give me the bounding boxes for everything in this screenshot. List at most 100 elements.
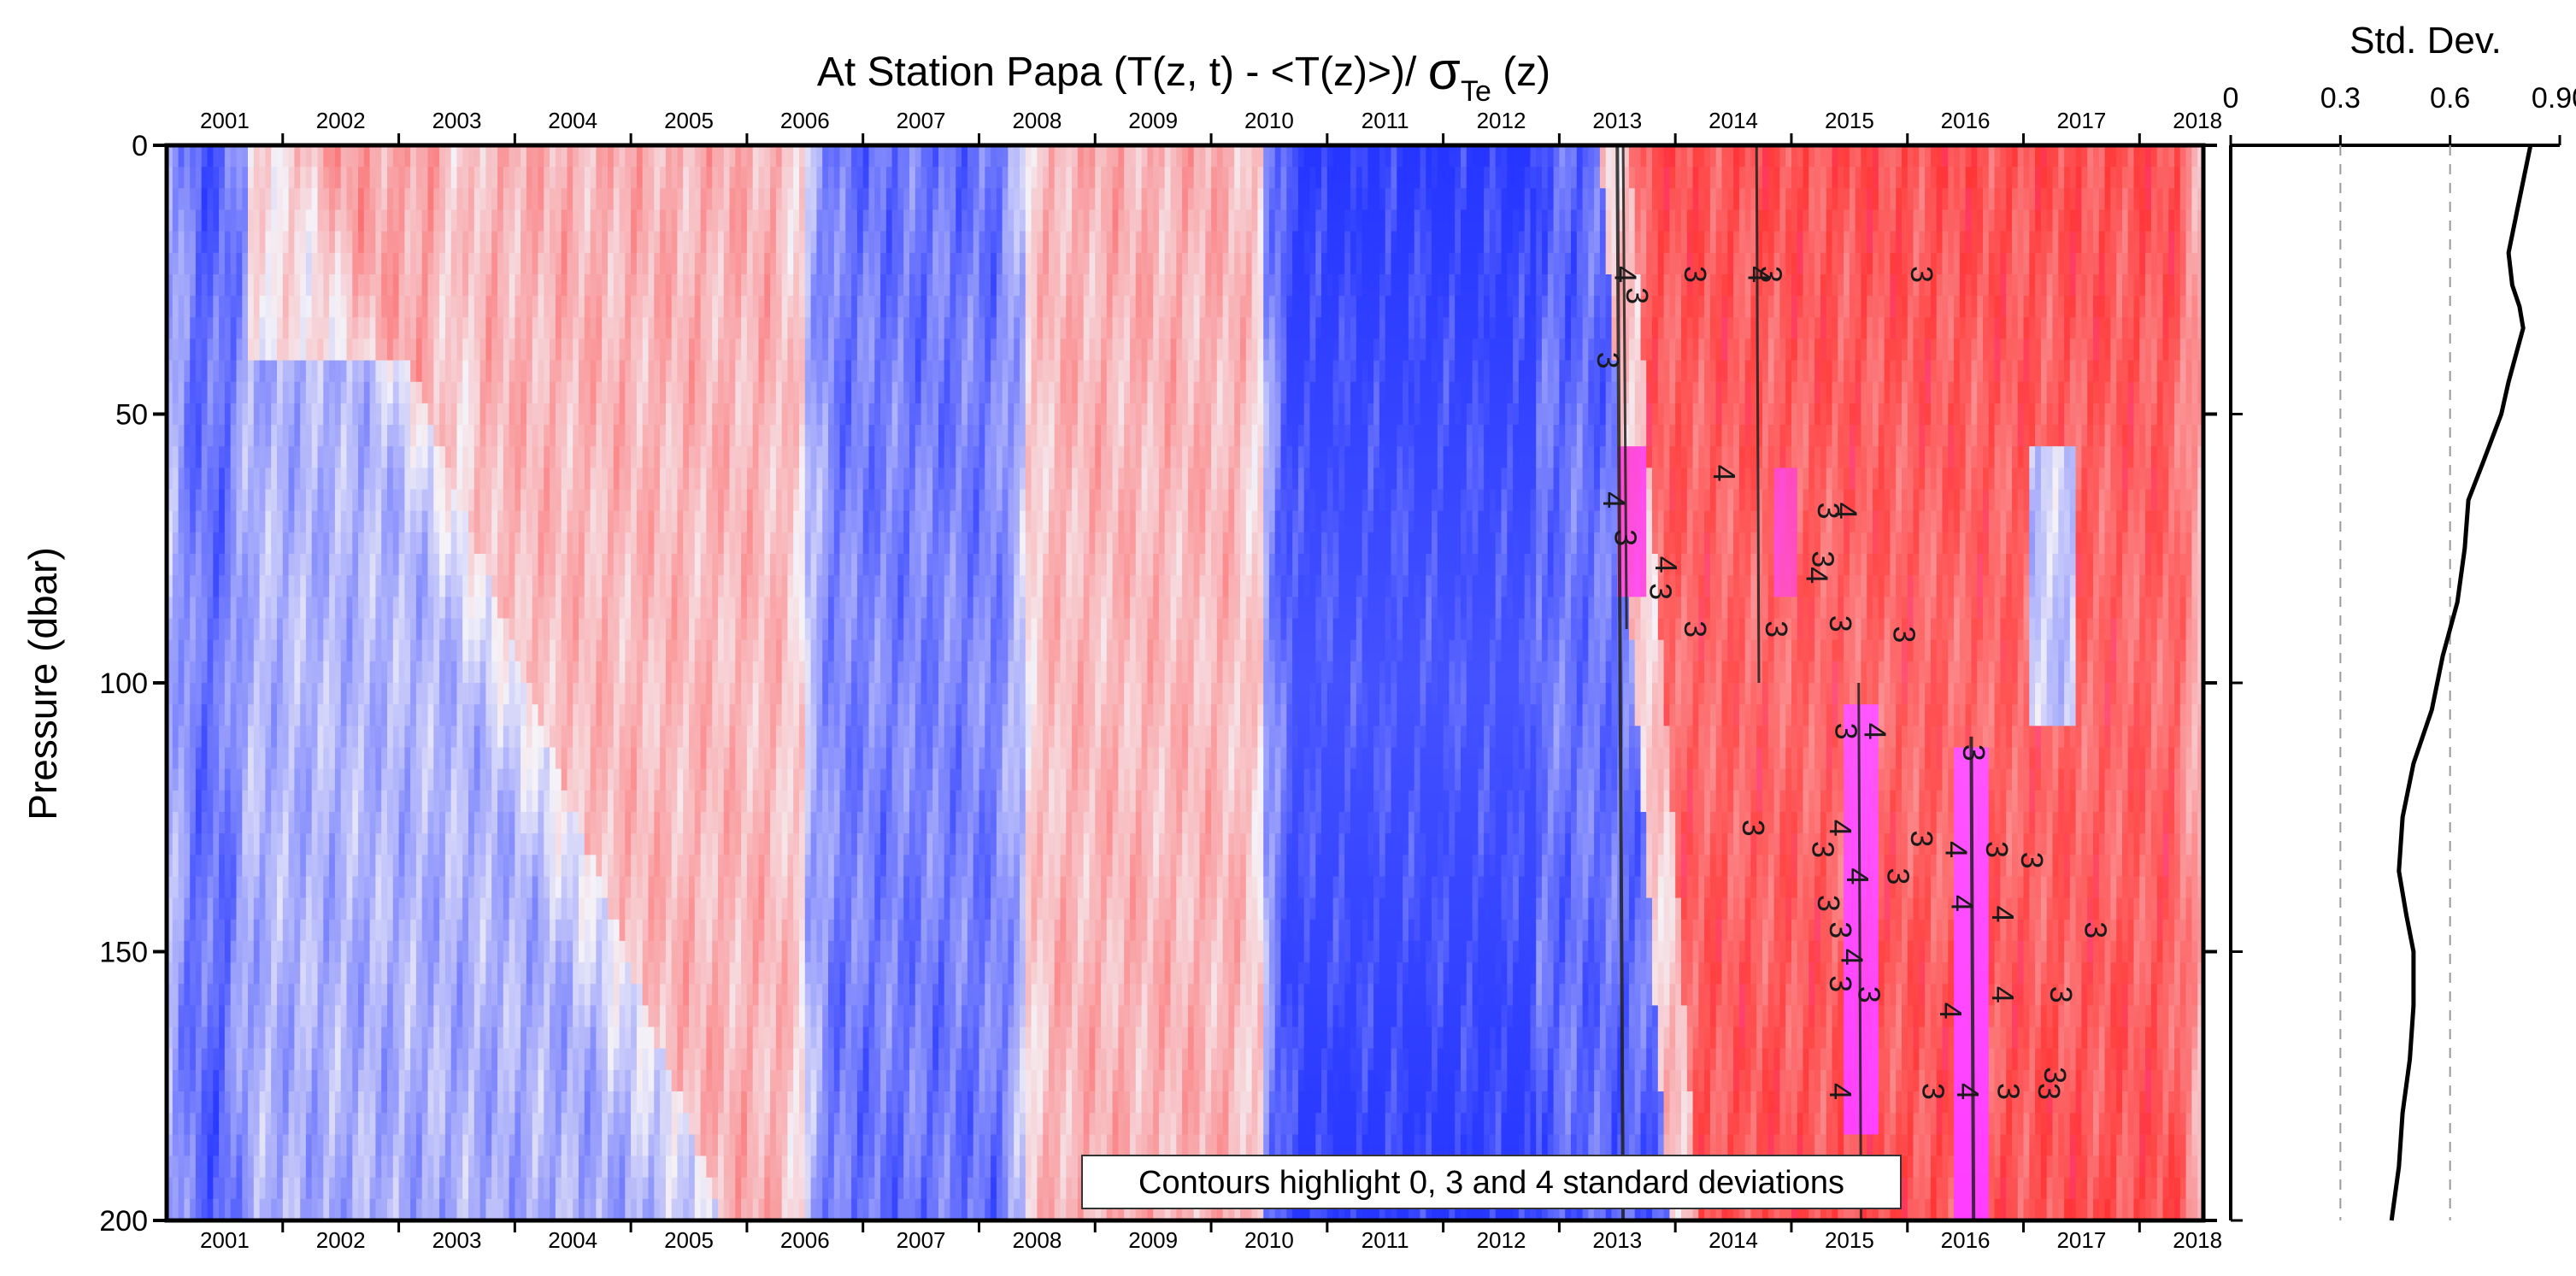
heatmap-shading <box>167 145 2203 1220</box>
contour-label: 3 <box>1643 583 1678 600</box>
bottom-year-label: 2006 <box>780 1227 830 1253</box>
std-dev-panel: 0 0.3 0.6 0.90 <box>2223 82 2576 1220</box>
contour-label: 4 <box>1800 567 1835 584</box>
contour-label: 3 <box>1678 266 1713 283</box>
contour-label: 3 <box>1753 266 1788 283</box>
contour-label: 4 <box>1597 491 1632 509</box>
y-axis-title: Pressure (dbar) <box>21 547 65 820</box>
top-year-label: 2018 <box>2173 108 2222 133</box>
top-year-label: 2017 <box>2056 108 2106 133</box>
pressure-tick-label: 50 <box>115 399 148 432</box>
contour-label: 3 <box>1904 830 1939 847</box>
bottom-year-label: 2011 <box>1362 1227 1409 1253</box>
contour-label: 4 <box>1823 1083 1858 1100</box>
std-x-tick-label: 0.6 <box>2430 82 2470 115</box>
contour-label: 3 <box>1805 841 1840 858</box>
contour-label: 3 <box>1956 744 1991 761</box>
top-year-label: 2013 <box>1592 108 1642 133</box>
contour-label: 3 <box>1811 895 1846 912</box>
contour-label: 3 <box>1823 615 1858 632</box>
contour-label: 3 <box>1609 529 1644 546</box>
top-year-label: 2007 <box>897 108 946 133</box>
top-year-label: 2012 <box>1477 108 1526 133</box>
top-year-label: 2005 <box>664 108 714 133</box>
top-year-label: 2001 <box>200 108 250 133</box>
pressure-tick-label: 150 <box>99 937 148 969</box>
bottom-year-label: 2007 <box>897 1227 946 1253</box>
contour-label: 3 <box>1823 921 1858 938</box>
contour-label: 3 <box>1805 550 1840 567</box>
contour-label: 4 <box>1840 867 1875 885</box>
contour-label: 3 <box>2044 986 2079 1003</box>
pressure-axis: 0 50 100 150 200 <box>99 130 167 1238</box>
bottom-year-label: 2014 <box>1709 1227 1758 1253</box>
contour-label: 4 <box>1834 949 1869 966</box>
bottom-year-label: 2010 <box>1244 1227 1294 1253</box>
bottom-year-label: 2001 <box>200 1227 250 1253</box>
contour-label: 3 <box>1881 867 1916 885</box>
contour-label: 3 <box>1886 626 1921 643</box>
annotation-text: Contours highlight 0, 3 and 4 standard d… <box>1138 1165 1844 1201</box>
contour-label: 3 <box>2014 852 2050 869</box>
contour-label: 4 <box>1939 841 1974 858</box>
top-year-label: 2009 <box>1128 108 1178 133</box>
contour-label: 3 <box>1620 287 1655 304</box>
contour-label: 3 <box>1678 620 1713 638</box>
contour-label: 4 <box>1985 986 2020 1003</box>
std-x-tick-label: 0.90 <box>2532 82 2576 115</box>
pressure-tick-label: 100 <box>99 667 148 700</box>
annotation-box: Contours highlight 0, 3 and 4 standard d… <box>1082 1155 1901 1208</box>
bottom-year-label: 2017 <box>2056 1227 2106 1253</box>
contour-line <box>1971 737 1973 1220</box>
contour-label: 4 <box>1829 503 1864 520</box>
pressure-tick-label: 200 <box>99 1205 148 1238</box>
top-year-label: 2011 <box>1362 108 1409 133</box>
top-year-label: 2002 <box>316 108 366 133</box>
bottom-year-label: 2018 <box>2173 1227 2222 1253</box>
top-year-label: 2006 <box>780 108 830 133</box>
contour-label: 3 <box>1915 1083 1950 1100</box>
contour-label: 4 <box>1609 266 1644 283</box>
contour-label: 4 <box>1933 1003 1968 1020</box>
std-x-tick-label: 0 <box>2223 82 2239 115</box>
contour-label: 3 <box>2032 1083 2067 1100</box>
contour-label: 4 <box>1944 895 1979 912</box>
contour-label: 3 <box>1991 1083 2026 1100</box>
contour-label: 3 <box>1852 986 1887 1003</box>
top-year-label: 2004 <box>548 108 597 133</box>
contour-label: 4 <box>1857 723 1892 740</box>
contour-label: 3 <box>1736 820 1771 837</box>
top-year-label: 2016 <box>1941 108 1991 133</box>
std-dev-title: Std. Dev. <box>2350 20 2502 62</box>
bottom-year-label: 2013 <box>1592 1227 1642 1253</box>
contour-label: 4 <box>1707 465 1742 482</box>
contour-label: 4 <box>1823 820 1858 837</box>
contour-label: 3 <box>1591 352 1626 369</box>
pressure-tick-label: 0 <box>132 130 148 162</box>
bottom-year-label: 2004 <box>548 1227 597 1253</box>
contour-label: 4 <box>1649 556 1684 573</box>
contour-label: 3 <box>1904 266 1939 283</box>
bottom-year-label: 2012 <box>1477 1227 1526 1253</box>
top-year-label: 2014 <box>1709 108 1758 133</box>
std-dev-line <box>2391 145 2531 1220</box>
contour-label: 4 <box>1950 1083 1985 1100</box>
top-year-label: 2010 <box>1244 108 1294 133</box>
contour-label: 4 <box>1985 905 2020 922</box>
bottom-year-label: 2003 <box>432 1227 482 1253</box>
bottom-year-label: 2002 <box>316 1227 366 1253</box>
top-year-label: 2003 <box>432 108 482 133</box>
chart-title: At Station Papa (T(z, t) - <T(z)>)/ σTe … <box>817 42 1550 108</box>
contour-label: 3 <box>2078 921 2113 938</box>
bottom-year-label: 2009 <box>1128 1227 1178 1253</box>
top-year-label: 2015 <box>1825 108 1874 133</box>
bottom-year-label: 2008 <box>1012 1227 1062 1253</box>
bottom-year-label: 2015 <box>1825 1227 1874 1253</box>
contour-label: 3 <box>1759 620 1794 638</box>
bottom-year-label: 2005 <box>664 1227 714 1253</box>
contour-label: 3 <box>2038 1067 2073 1084</box>
std-x-tick-label: 0.3 <box>2320 82 2361 115</box>
heatmap-field <box>167 145 2209 1221</box>
